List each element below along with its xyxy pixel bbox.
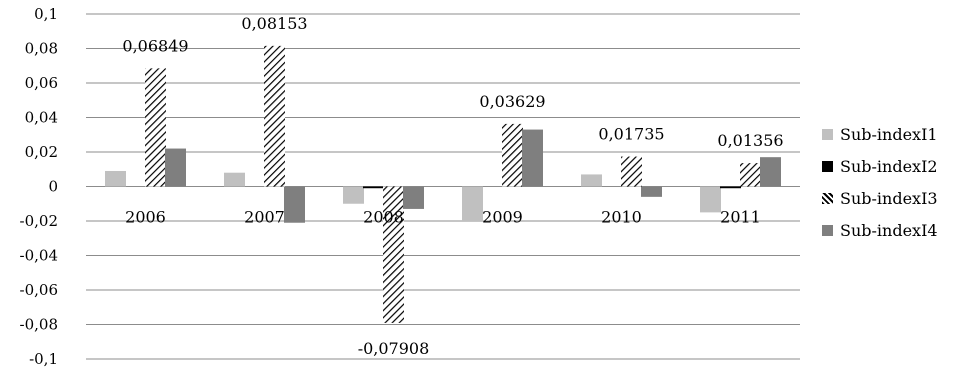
x-tick-label: 2010 xyxy=(601,208,642,227)
legend-swatch xyxy=(822,128,833,140)
data-label: 0,03629 xyxy=(479,92,545,111)
legend: Sub-indexI1 Sub-indexI2 Sub-indexI3 Sub-ind… xyxy=(822,118,938,246)
legend-item: Sub-indexI4 xyxy=(822,214,938,246)
y-tick-label: -0,08 xyxy=(20,316,58,334)
x-tick-label: 2006 xyxy=(125,208,166,227)
x-tick-label: 2011 xyxy=(720,208,761,227)
data-label: -0,07908 xyxy=(358,339,430,358)
y-tick-label: -0,1 xyxy=(29,350,58,368)
legend-label: Sub-indexI3 xyxy=(840,188,938,208)
y-tick-label: 0 xyxy=(48,178,58,196)
y-tick-label: -0,06 xyxy=(20,281,58,299)
bar-Sub-indexI4-2010 xyxy=(641,186,662,197)
bar-Sub-indexI4-2011 xyxy=(760,157,781,187)
bar-Sub-indexI3-2009 xyxy=(502,123,523,187)
bar-Sub-indexI3-2007 xyxy=(264,45,285,187)
bars xyxy=(105,45,781,323)
bar-Sub-indexI1-2009 xyxy=(462,186,483,221)
legend-item: Sub-indexI3 xyxy=(822,182,938,214)
bar-Sub-indexI3-2006 xyxy=(145,68,166,187)
bar-Sub-indexI3-2010 xyxy=(621,156,642,187)
bar-Sub-indexI2-2008 xyxy=(363,186,384,189)
legend-swatch xyxy=(822,192,833,204)
data-label: 0,06849 xyxy=(122,36,188,55)
data-label: 0,01735 xyxy=(598,125,664,144)
data-label: 0,08153 xyxy=(241,14,307,33)
y-tick-label: 0,08 xyxy=(25,40,58,58)
bar-Sub-indexI1-2011 xyxy=(700,186,721,213)
bar-Sub-indexI4-2008 xyxy=(403,186,424,209)
y-tick-label: -0,04 xyxy=(20,247,58,265)
x-axis-ticks: 2006 2007 2008 2009 2010 2011 xyxy=(125,208,761,227)
legend-swatch xyxy=(822,160,833,172)
legend-item: Sub-indexI2 xyxy=(822,150,938,182)
y-tick-label: -0,02 xyxy=(20,212,58,230)
bar-Sub-indexI4-2007 xyxy=(284,186,305,223)
legend-label: Sub-indexI2 xyxy=(840,156,938,176)
bar-Sub-indexI3-2011 xyxy=(740,163,761,187)
data-label: 0,01356 xyxy=(717,131,783,150)
legend-swatch xyxy=(822,224,833,236)
bar-Sub-indexI1-2010 xyxy=(581,174,602,187)
y-tick-label: 0,04 xyxy=(25,109,58,127)
data-labels: 0,06849 0,08153 -0,07908 0,03629 0,01735 0,01… xyxy=(122,14,783,358)
x-tick-label: 2007 xyxy=(244,208,285,227)
y-axis-ticks: 0,1 0,08 0,06 0,04 0,02 0 -0,02 -0,04 -0,06 -0,08… xyxy=(20,5,58,368)
legend-label: Sub-indexI4 xyxy=(840,220,938,240)
legend-label: Sub-indexI1 xyxy=(840,124,938,144)
y-tick-label: 0,1 xyxy=(34,5,58,23)
x-tick-label: 2009 xyxy=(482,208,523,227)
y-tick-label: 0,06 xyxy=(25,74,58,92)
bar-Sub-indexI2-2011 xyxy=(720,186,741,189)
bar-Sub-indexI4-2006 xyxy=(165,148,186,187)
y-tick-label: 0,02 xyxy=(25,143,58,161)
x-tick-label: 2008 xyxy=(363,208,404,227)
gridlines xyxy=(86,13,800,360)
bar-Sub-indexI4-2009 xyxy=(522,129,543,187)
bar-Sub-indexI1-2007 xyxy=(224,172,245,187)
bar-Sub-indexI3-2008 xyxy=(383,186,404,323)
bar-Sub-indexI1-2008 xyxy=(343,186,364,204)
bar-Sub-indexI1-2006 xyxy=(105,170,126,187)
legend-item: Sub-indexI1 xyxy=(822,118,938,150)
